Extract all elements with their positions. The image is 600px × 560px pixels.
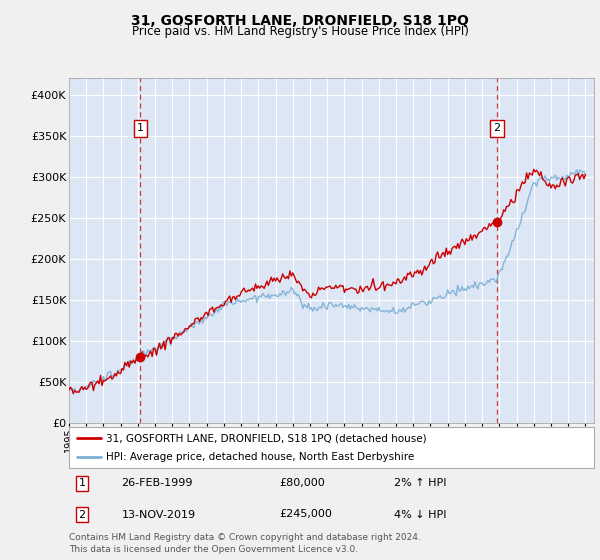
Text: 1: 1 xyxy=(137,123,144,133)
Text: £245,000: £245,000 xyxy=(279,510,332,520)
Text: £80,000: £80,000 xyxy=(279,478,325,488)
Text: 13-NOV-2019: 13-NOV-2019 xyxy=(121,510,196,520)
Text: 2: 2 xyxy=(494,123,500,133)
Text: 2: 2 xyxy=(79,510,86,520)
Text: 31, GOSFORTH LANE, DRONFIELD, S18 1PQ (detached house): 31, GOSFORTH LANE, DRONFIELD, S18 1PQ (d… xyxy=(106,433,427,443)
Text: Contains HM Land Registry data © Crown copyright and database right 2024.
This d: Contains HM Land Registry data © Crown c… xyxy=(69,533,421,554)
Text: 1: 1 xyxy=(79,478,85,488)
Text: 4% ↓ HPI: 4% ↓ HPI xyxy=(395,510,447,520)
Text: 31, GOSFORTH LANE, DRONFIELD, S18 1PQ: 31, GOSFORTH LANE, DRONFIELD, S18 1PQ xyxy=(131,14,469,28)
Text: HPI: Average price, detached house, North East Derbyshire: HPI: Average price, detached house, Nort… xyxy=(106,452,414,461)
Text: 26-FEB-1999: 26-FEB-1999 xyxy=(121,478,193,488)
Text: 2% ↑ HPI: 2% ↑ HPI xyxy=(395,478,447,488)
Text: Price paid vs. HM Land Registry's House Price Index (HPI): Price paid vs. HM Land Registry's House … xyxy=(131,25,469,38)
